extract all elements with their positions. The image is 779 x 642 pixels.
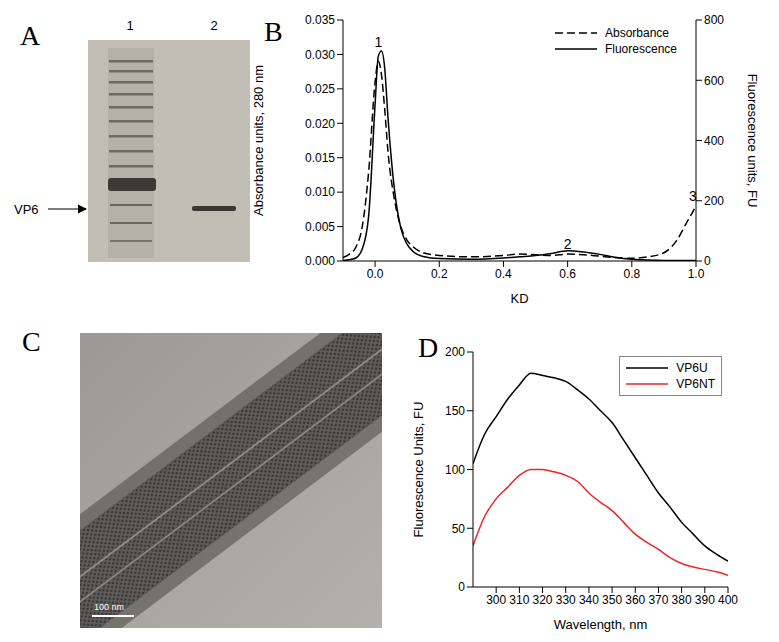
svg-text:320: 320: [533, 593, 553, 607]
svg-text:VP6: VP6: [14, 202, 39, 217]
svg-text:200: 200: [445, 345, 465, 359]
svg-text:800: 800: [704, 13, 724, 27]
svg-text:0.0: 0.0: [367, 267, 384, 281]
svg-text:600: 600: [704, 74, 724, 88]
svg-text:150: 150: [445, 404, 465, 418]
svg-text:0.035: 0.035: [305, 13, 335, 27]
svg-text:400: 400: [704, 134, 724, 148]
svg-text:Fluorescence units, FU: Fluorescence units, FU: [745, 74, 760, 208]
svg-text:Absorbance units, 280 nm: Absorbance units, 280 nm: [251, 65, 266, 216]
svg-text:0.6: 0.6: [559, 267, 576, 281]
svg-text:0.015: 0.015: [305, 151, 335, 165]
svg-text:310: 310: [509, 593, 529, 607]
svg-text:400: 400: [718, 593, 738, 607]
svg-text:370: 370: [648, 593, 668, 607]
svg-text:0.025: 0.025: [305, 82, 335, 96]
svg-text:380: 380: [672, 593, 692, 607]
svg-text:0.000: 0.000: [305, 254, 335, 268]
svg-text:1: 1: [374, 34, 382, 50]
svg-text:2: 2: [210, 18, 217, 33]
svg-text:Wavelength, nm: Wavelength, nm: [554, 617, 647, 632]
svg-text:330: 330: [556, 593, 576, 607]
svg-text:200: 200: [704, 194, 724, 208]
svg-text:1.0: 1.0: [688, 267, 705, 281]
svg-text:Fluorescence Units, FU: Fluorescence Units, FU: [411, 402, 426, 538]
svg-text:100: 100: [445, 463, 465, 477]
svg-text:360: 360: [625, 593, 645, 607]
svg-text:350: 350: [602, 593, 622, 607]
svg-text:0.8: 0.8: [623, 267, 640, 281]
html-text:B: B: [264, 16, 283, 47]
svg-text:0.2: 0.2: [431, 267, 448, 281]
svg-text:0.005: 0.005: [305, 220, 335, 234]
html-text:Fluorescence: Fluorescence: [605, 42, 677, 56]
svg-text:50: 50: [452, 522, 466, 536]
svg-text:1: 1: [126, 18, 133, 33]
svg-text:KD: KD: [510, 291, 528, 306]
html-text:Absorbance: Absorbance: [605, 26, 669, 40]
html-text:C: C: [22, 326, 41, 357]
svg-text:0.020: 0.020: [305, 117, 335, 131]
svg-text:0.4: 0.4: [495, 267, 512, 281]
svg-text:390: 390: [695, 593, 715, 607]
html-text:D: D: [418, 332, 439, 363]
svg-text:0.010: 0.010: [305, 185, 335, 199]
html-text:VP6NT: VP6NT: [676, 377, 715, 391]
svg-text:100 nm: 100 nm: [94, 602, 124, 612]
html-text:VP6U: VP6U: [676, 361, 708, 375]
svg-text:2: 2: [564, 236, 572, 252]
svg-text:0.030: 0.030: [305, 48, 335, 62]
svg-text:3: 3: [689, 188, 697, 204]
html-text:A: A: [20, 20, 41, 51]
svg-text:0: 0: [704, 254, 711, 268]
svg-text:340: 340: [579, 593, 599, 607]
svg-text:300: 300: [486, 593, 506, 607]
svg-text:0: 0: [458, 580, 465, 594]
